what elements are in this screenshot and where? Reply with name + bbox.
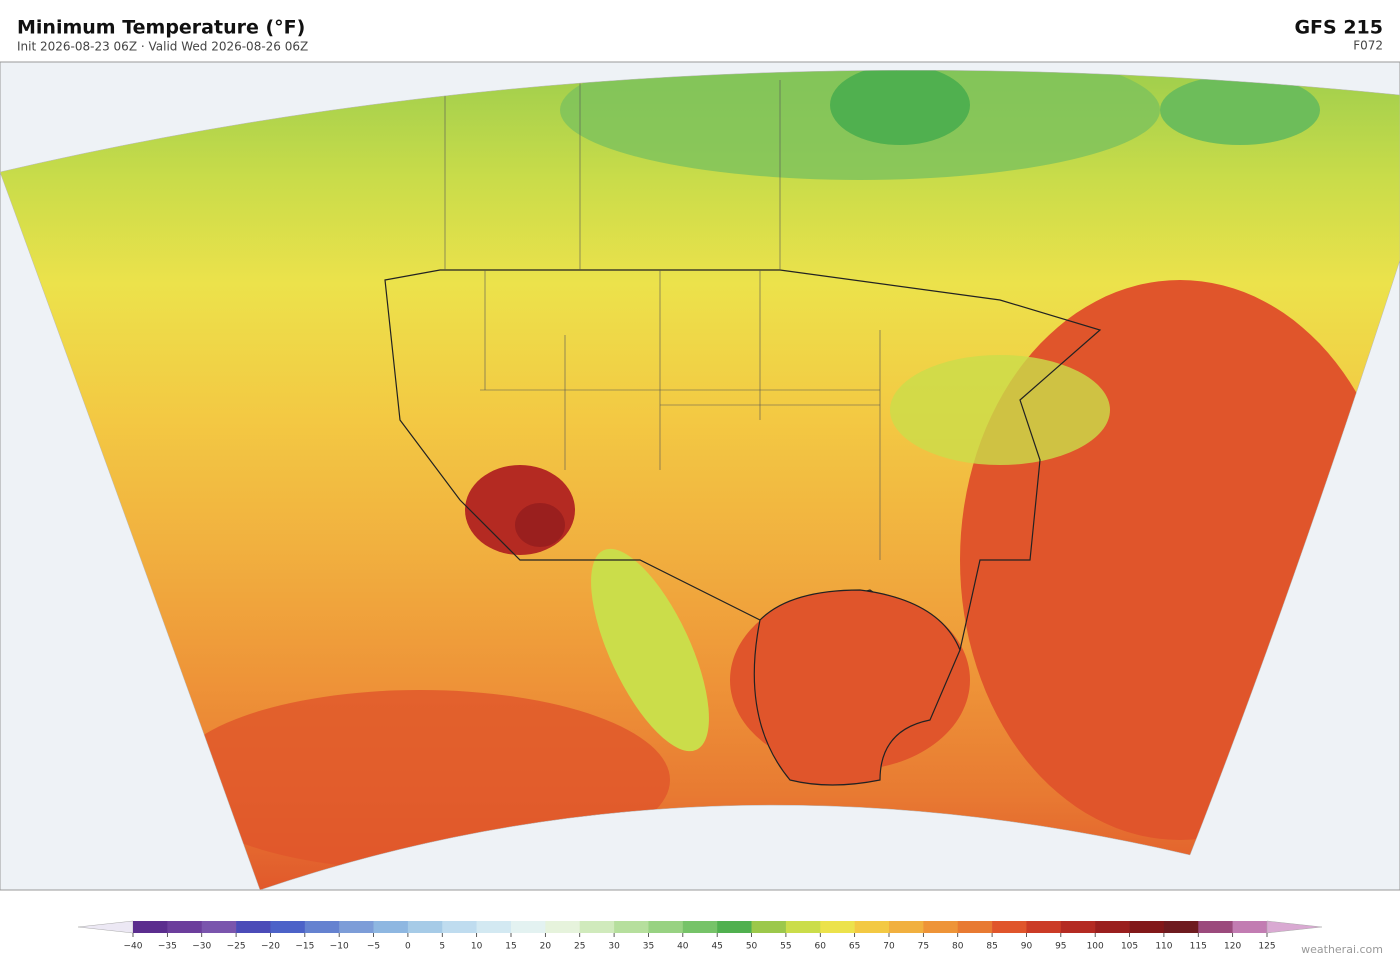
colorbar-bin [167,921,203,933]
colorbar-bin [1232,921,1268,933]
model-label: GFS 215 [1294,17,1383,39]
colorbar-bin [1129,921,1165,933]
title: Minimum Temperature (°F) [17,17,305,39]
colorbar-tick-label: 25 [574,942,585,952]
colorbar-over [1266,920,1323,934]
colorbar-bin [889,921,924,933]
colorbar-tick-label: 45 [711,942,722,952]
colorbar-tick-label: −40 [124,942,143,952]
colorbar-tick-label: 15 [505,942,516,952]
colorbar-bin [236,921,271,933]
colorbar-bin [1026,921,1062,933]
colorbar-tick-label: 115 [1190,942,1207,952]
colorbar-bin [992,921,1027,933]
colorbar-bin [373,921,409,933]
colorbar-tick-label: −30 [192,942,211,952]
colorbar-tick-label: 50 [746,942,758,952]
colorbar-bin [133,921,168,933]
colorbar-tick-label: 85 [986,942,997,952]
colorbar-tick-label: 5 [439,942,445,952]
colorbar-bin [614,921,649,933]
colorbar-tick-label: 30 [608,942,620,952]
colorbar-bin [511,921,546,933]
colorbar-tick-label: 100 [1087,942,1104,952]
colorbar-tick-label: −5 [367,942,380,952]
colorbar-tick-label: −10 [330,942,349,952]
colorbar-bin [751,921,787,933]
subtitle: Init 2026-08-23 06Z · Valid Wed 2026-08-… [17,40,308,54]
colorbar-bin [339,921,374,933]
colorbar-bin [1163,921,1199,933]
colorbar-tick-label: 35 [643,942,654,952]
colorbar-under [77,920,134,934]
colorbar-tick-label: 80 [952,942,964,952]
colorbar-bin [407,921,443,933]
colorbar-tick-label: −25 [227,942,246,952]
colorbar-tick-label: 10 [471,942,483,952]
colorbar-bin [820,921,855,933]
colorbar-tick-label: 40 [677,942,689,952]
colorbar-tick-label: 55 [780,942,791,952]
colorbar-tick-label: 75 [918,942,929,952]
colorbar-tick-label: 120 [1224,942,1241,952]
colorbar-tick-label: 90 [1021,942,1033,952]
colorbar-bin [717,921,752,933]
colorbar-bin [545,921,581,933]
colorbar-tick-label: 20 [540,942,552,952]
colorbar-bin [1198,921,1233,933]
colorbar-bin [854,921,890,933]
colorbar-tick-label: 105 [1121,942,1138,952]
temperature-field [0,70,1400,890]
colorbar-bin [785,921,821,933]
forecast-hour: F072 [1353,39,1383,53]
colorbar-bin [648,921,684,933]
colorbar-bin [304,921,340,933]
colorbar-tick-label: 60 [815,942,827,952]
colorbar-tick-label: −15 [295,942,314,952]
colorbar-bin [957,921,993,933]
colorbar-tick-label: 70 [883,942,895,952]
colorbar-tick-label: −35 [158,942,177,952]
colorbar-bin [270,921,306,933]
colorbar-bin [923,921,959,933]
colorbar-bin [201,921,237,933]
colorbar-tick-label: 65 [849,942,860,952]
colorbar-tick-label: 0 [405,942,411,952]
colorbar-bin [476,921,512,933]
colorbar-bin [682,921,718,933]
colorbar-tick-label: 110 [1155,942,1172,952]
colorbar-tick-label: −20 [261,942,280,952]
colorbar-bin [442,921,477,933]
colorbar-bin [579,921,615,933]
credit: weatherai.com [1301,943,1383,956]
colorbar-tick-label: 125 [1258,942,1275,952]
colorbar-tick-label: 95 [1055,942,1066,952]
colorbar-bin [1095,921,1130,933]
colorbar-bin [1060,921,1096,933]
